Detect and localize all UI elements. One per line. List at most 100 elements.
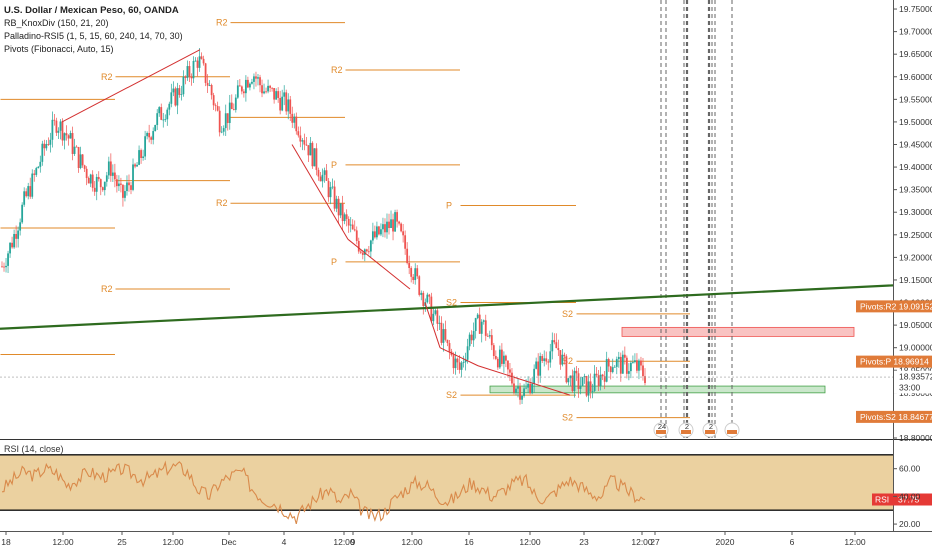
candle-body xyxy=(373,231,376,238)
candle-body xyxy=(65,133,68,136)
time-tick-label-2: 25 xyxy=(117,537,127,547)
candle-body xyxy=(380,229,382,235)
candle-body xyxy=(61,121,64,141)
candle-body xyxy=(9,242,11,254)
candle-body xyxy=(634,360,636,363)
candle-body xyxy=(37,166,40,169)
candle-body xyxy=(349,224,352,226)
candle-body xyxy=(593,373,596,392)
candle-body xyxy=(196,60,199,68)
pivot-label-6: P xyxy=(331,257,337,267)
candle-body xyxy=(494,356,497,359)
pivot-label-2: R2 xyxy=(216,18,228,28)
candle-body xyxy=(591,391,594,392)
candle-body xyxy=(182,76,185,95)
time-tick-label-10: 12:00 xyxy=(519,537,541,547)
time-axis[interactable]: 18 12:00 25 12:00 Dec 4 12:009 12:00 16 12:00 23 12… xyxy=(1,531,866,547)
candle-body xyxy=(305,144,308,146)
candle-body xyxy=(382,224,384,230)
candle-body xyxy=(277,91,280,98)
candle-body xyxy=(166,109,169,120)
candle-body xyxy=(460,362,463,370)
candle-body xyxy=(313,148,316,167)
time-tick-label-5: 4 xyxy=(282,537,287,547)
time-tick-label-13: 27 xyxy=(650,537,660,547)
price-tick-label-7: 19.40000 xyxy=(899,162,932,172)
candle-body xyxy=(230,102,233,110)
candle-body xyxy=(216,106,219,111)
candle-body xyxy=(238,85,241,87)
candle-body xyxy=(27,186,30,197)
candle-body xyxy=(412,276,415,281)
candle-body xyxy=(190,76,193,79)
event-badge-flag-0 xyxy=(656,430,666,434)
pivot-label-5: P xyxy=(331,160,337,170)
candle-body xyxy=(53,119,56,121)
candle-body xyxy=(293,116,296,123)
price-badge-text-4: Pivots:S2 18.84677 xyxy=(860,412,932,422)
divergence-line-5 xyxy=(477,365,571,396)
symbol-title[interactable]: U.S. Dollar / Mexican Peso, 60, OANDA xyxy=(4,5,179,16)
candle-body xyxy=(23,191,26,205)
time-tick-label-9: 16 xyxy=(464,537,474,547)
time-tick-label-11: 23 xyxy=(579,537,589,547)
candle-body xyxy=(539,356,542,376)
candle-body xyxy=(87,178,90,184)
price-badge-text-2: 18.93572 xyxy=(899,372,932,382)
candle-body xyxy=(400,223,403,232)
event-badge-flag-3 xyxy=(727,430,737,434)
candle-body xyxy=(371,231,374,241)
candle-body xyxy=(289,99,292,114)
candle-body xyxy=(279,97,282,111)
candle-body xyxy=(454,358,457,369)
candle-body xyxy=(214,105,217,107)
rsi-tick-label-1: 40.00 xyxy=(899,491,921,501)
candle-body xyxy=(93,187,96,192)
price-tick-label-4: 19.55000 xyxy=(899,94,932,104)
candle-body xyxy=(212,95,215,106)
rsi-legend[interactable]: RSI (14, close) xyxy=(4,444,64,454)
time-tick-label-8: 12:00 xyxy=(401,537,423,547)
candle-body xyxy=(363,249,366,255)
event-badges[interactable]: 24 2 2 xyxy=(653,422,740,438)
candle-body xyxy=(583,375,586,378)
indicator-pivots[interactable]: Pivots (Fibonacci, Auto, 15) xyxy=(4,44,114,54)
candle-body xyxy=(91,174,94,188)
candle-body xyxy=(301,140,304,142)
candle-body xyxy=(287,99,290,112)
candle-body xyxy=(323,170,326,175)
time-tick-label-16: 12:00 xyxy=(844,537,866,547)
price-axis[interactable]: 19.75000 19.70000 19.65000 19.60000 19.55000… xyxy=(856,4,932,529)
candle-body xyxy=(466,346,469,360)
candle-body xyxy=(236,85,239,98)
candle-body xyxy=(242,91,245,94)
pivot-label-7: P xyxy=(446,200,452,210)
candle-body xyxy=(603,376,606,382)
candle-body xyxy=(122,184,124,198)
candle-body xyxy=(490,335,493,346)
price-tick-label-0: 19.75000 xyxy=(899,4,932,14)
candle-body xyxy=(31,173,34,197)
indicator-palladino-rsi[interactable]: Palladino-RSI5 (1, 5, 15, 60, 240, 14, 7… xyxy=(4,31,183,41)
candle-body xyxy=(488,335,491,337)
candle-body xyxy=(142,156,144,158)
candle-body xyxy=(327,180,330,198)
price-badge-2 xyxy=(894,370,932,383)
candle-body xyxy=(29,186,32,197)
candle-body xyxy=(57,130,60,133)
candle-body xyxy=(456,358,459,363)
candle-body xyxy=(162,119,165,121)
candle-body xyxy=(486,335,489,337)
candle-body xyxy=(85,168,88,179)
candle-body xyxy=(480,321,483,334)
indicator-knoxdiv[interactable]: RB_KnoxDiv (150, 21, 20) xyxy=(4,18,109,28)
candle-body xyxy=(275,91,278,100)
candle-body xyxy=(331,186,334,188)
time-tick-label-1: 12:00 xyxy=(52,537,74,547)
candle-body xyxy=(430,296,433,322)
candle-body xyxy=(134,164,136,167)
rsi-value-text: 37.75 xyxy=(898,495,920,505)
divergence-line-0 xyxy=(61,49,201,123)
candle-body xyxy=(83,165,86,169)
